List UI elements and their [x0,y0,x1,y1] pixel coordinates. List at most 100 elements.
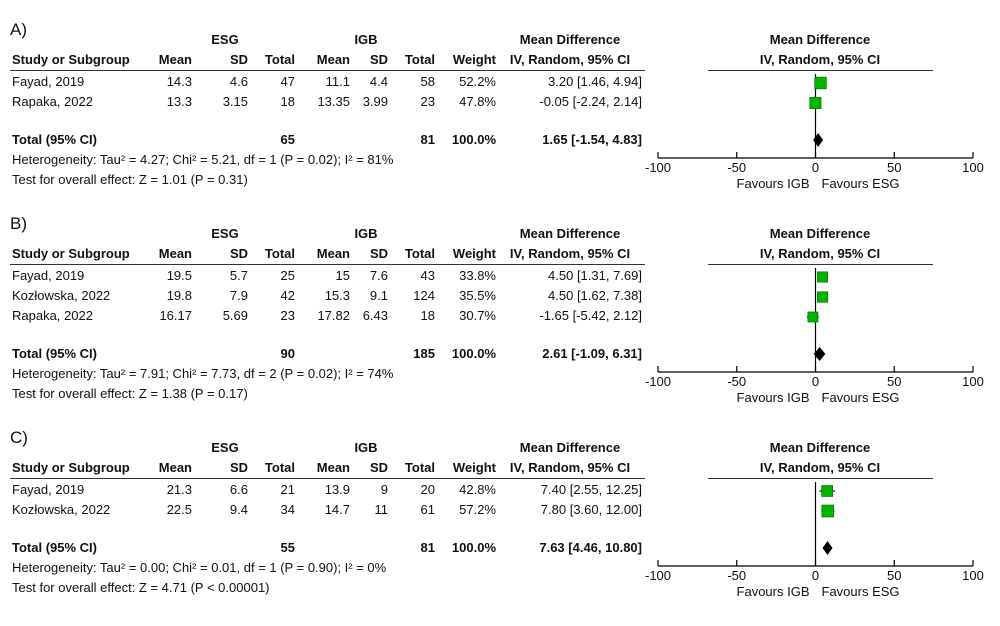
igb-group-header: IGB [354,32,378,47]
weight-cell: 33.8% [459,268,496,283]
plot-header-md-method: IV, Random, 95% CI [759,52,881,67]
forest-plot-svg: -100 -50 0 50 100 Favours IGB Favours ESG [645,74,984,191]
esg-sd-cell: 6.6 [229,482,248,497]
favours-right-label: Favours ESG [822,390,900,405]
esg-mean-cell: 19.8 [166,288,192,303]
col-header-md-method: IV, Random, 95% CI [509,460,631,475]
total-weight: 100.0% [451,132,496,147]
x-tick-label: 0 [812,374,819,389]
col-header-esg-mean: Mean [158,246,192,261]
esg-mean-cell: 16.17 [159,308,192,323]
col-header-md-method: IV, Random, 95% CI [509,246,631,261]
study-effect-square [814,76,827,90]
esg-group-header: ESG [211,440,239,455]
esg-group-header: ESG [211,226,239,241]
esg-total-cell: 18 [280,94,295,109]
esg-mean-cell: 13.3 [166,94,192,109]
col-header-igb-sd: SD [369,52,388,67]
x-tick-label: 50 [887,374,901,389]
total-esg-total: 55 [280,540,295,555]
study-name: Fayad, 2019 [12,74,85,89]
md-header-title: Mean Difference [519,440,621,455]
panel-label: C) [10,428,28,447]
igb-sd-cell: 3.99 [362,94,388,109]
x-tick-label: -100 [645,568,671,583]
study-name: Kozłowska, 2022 [12,502,111,517]
total-igb-total: 81 [420,540,435,555]
weight-cell: 30.7% [459,308,496,323]
esg-mean-cell: 19.5 [166,268,192,283]
pooled-effect-diamond [822,541,833,555]
esg-total-cell: 25 [280,268,295,283]
igb-mean-cell: 13.9 [324,482,350,497]
igb-sd-cell: 9.1 [369,288,388,303]
esg-total-cell: 34 [280,502,295,517]
x-tick-label: -100 [645,160,671,175]
plot-header-md-method: IV, Random, 95% CI [759,246,881,261]
col-header-study: Study or Subgroup [12,246,130,261]
header-rule [10,478,645,479]
ci-cell: 7.40 [2.55, 12.25] [540,482,642,497]
study-effect-square [817,271,829,283]
total-weight: 100.0% [451,346,496,361]
igb-sd-cell: 4.4 [369,74,388,89]
ci-cell: -1.65 [-5.42, 2.12] [539,308,642,323]
esg-sd-cell: 4.6 [229,74,248,89]
study-name: Fayad, 2019 [12,268,85,283]
ci-cell: 3.20 [1.46, 4.94] [548,74,642,89]
igb-sd-cell: 11 [374,502,389,517]
x-tick-label: 100 [962,568,984,583]
study-effect-square [821,504,835,518]
esg-sd-cell: 9.4 [229,502,248,517]
col-header-igb-total: Total [404,460,435,475]
igb-total-cell: 61 [420,502,435,517]
study-effect-square [817,291,829,303]
ci-cell: 7.80 [3.60, 12.00] [540,502,642,517]
x-tick-label: 100 [962,160,984,175]
igb-sd-cell: 7.6 [369,268,388,283]
esg-sd-cell: 7.9 [229,288,248,303]
esg-mean-cell: 22.5 [166,502,192,517]
heterogeneity-text: Heterogeneity: Tau² = 7.91; Chi² = 7.73,… [12,366,394,381]
plot-header-rule [708,70,933,71]
study-effect-square [821,485,833,497]
header-rule [10,70,645,71]
total-label: Total (95% CI) [12,346,97,361]
esg-sd-cell: 5.69 [222,308,248,323]
col-header-esg-sd: SD [229,460,248,475]
col-header-esg-total: Total [264,52,295,67]
pooled-effect-diamond [813,347,826,361]
col-header-esg-sd: SD [229,246,248,261]
esg-total-cell: 42 [280,288,295,303]
overall-effect-text: Test for overall effect: Z = 4.71 (P < 0… [12,580,270,595]
igb-sd-cell: 6.43 [362,308,388,323]
x-tick-label: -100 [645,374,671,389]
igb-total-cell: 18 [420,308,435,323]
total-esg-total: 65 [280,132,295,147]
favours-right-label: Favours ESG [822,584,900,599]
col-header-igb-mean: Mean [316,52,350,67]
x-tick-label: -50 [727,374,746,389]
favours-left-label: Favours IGB [737,390,810,405]
igb-total-cell: 58 [420,74,435,89]
x-tick-label: 100 [962,374,984,389]
igb-mean-cell: 15 [335,268,350,283]
igb-total-cell: 124 [413,288,435,303]
esg-sd-cell: 5.7 [229,268,248,283]
igb-mean-cell: 17.82 [317,308,350,323]
header-rule [10,264,645,265]
igb-mean-cell: 13.35 [317,94,350,109]
overall-effect-text: Test for overall effect: Z = 1.01 (P = 0… [12,172,248,187]
col-header-igb-mean: Mean [316,246,350,261]
total-igb-total: 185 [413,346,435,361]
x-tick-label: 0 [812,160,819,175]
total-weight: 100.0% [451,540,496,555]
igb-group-header: IGB [354,226,378,241]
weight-cell: 57.2% [459,502,496,517]
col-header-weight: Weight [452,52,496,67]
col-header-esg-total: Total [264,246,295,261]
col-header-study: Study or Subgroup [12,460,130,475]
esg-total-cell: 47 [280,74,295,89]
x-tick-label: 50 [887,160,901,175]
esg-group-header: ESG [211,32,239,47]
